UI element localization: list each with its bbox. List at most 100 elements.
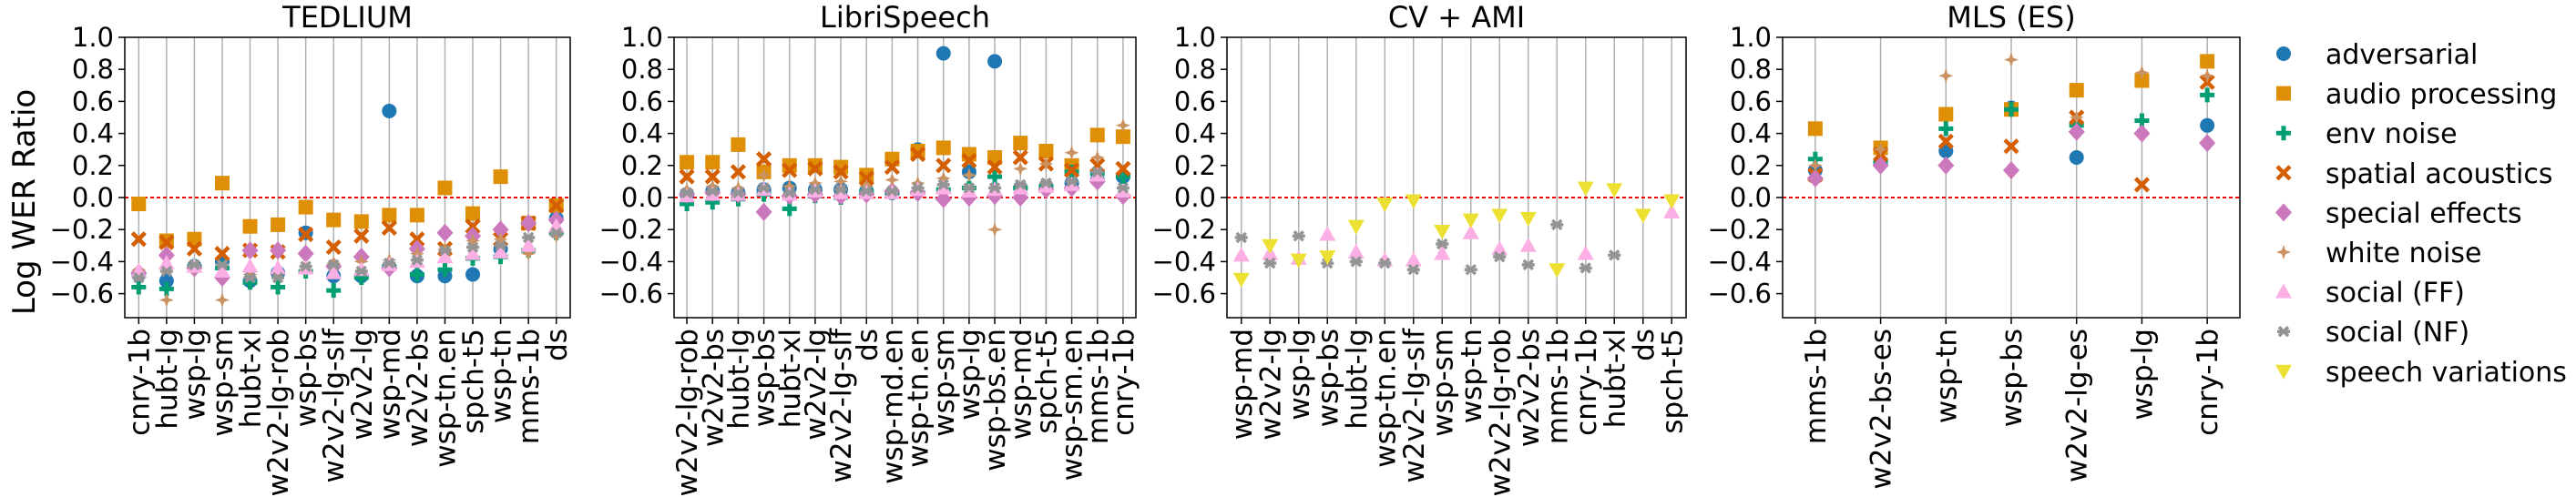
point-white-noise [214,292,230,308]
point-white-noise [521,246,537,261]
point-env-noise [437,262,453,278]
panel-librispeech: LibriSpeech −0.6−0.4−0.20.00.20.40.60.81.… [599,0,1140,497]
point-speech-variations [1462,213,1479,228]
point-spatial-acoustics [2133,177,2151,193]
point-white-noise [833,174,849,189]
point-social-nf [215,259,229,271]
y-tick-label: −0.2 [1152,214,1216,245]
point-social-ff [1232,247,1250,262]
point-social-ff [1347,243,1365,259]
point-spatial-acoustics [807,160,823,177]
point-social-nf [1406,263,1420,276]
point-special-effects [1937,156,1955,175]
point-special-effects [2199,134,2216,153]
point-social-nf [438,244,452,257]
y-tick-label: −0.6 [1708,279,1772,309]
point-env-noise [271,279,286,295]
x-tick-label: wsp-lg [179,329,211,421]
point-white-noise [158,292,174,308]
point-social-ff [158,255,175,270]
point-env-noise [409,267,424,282]
x-tick-label: w2v2-lg-slf [318,328,351,483]
x-tick-label: ds [541,329,574,361]
point-env-noise [2200,87,2215,103]
series-spatial-acoustics [679,146,1131,187]
point-spatial-acoustics [755,151,772,167]
point-special-effects [935,189,952,208]
point-audio-processing [1807,121,1823,137]
x-tick-label: wsp-bs.en [979,329,1012,472]
point-social-nf [354,265,368,278]
point-white-noise [2134,65,2150,80]
point-social-ff [1519,237,1537,252]
point-speech-variations [1663,194,1681,209]
point-audio-processing [935,140,951,156]
point-special-effects [436,223,454,242]
series-special-effects [1806,122,2216,188]
y-tick-label: 1.0 [1174,22,1216,53]
series-social-nf [680,166,1130,198]
point-speech-variations [1519,211,1537,227]
y-tick-label: 0.0 [621,182,663,213]
point-audio-processing [353,214,369,229]
y-tick-label: 0.4 [621,118,663,149]
point-social-nf [757,182,771,194]
point-social-nf [1608,249,1621,261]
point-social-ff [1038,178,1055,193]
point-spatial-acoustics [465,218,481,235]
y-tick-label: 0.4 [1174,118,1216,149]
x-tick-label: wsp-md [1005,329,1038,440]
x-tick-label: wsp-md [373,329,406,440]
x-tick-label: wsp-sm [1426,329,1459,437]
point-audio-processing [1013,136,1028,151]
point-speech-variations [1434,224,1451,239]
point-audio-processing [409,208,424,223]
legend-marker-audio-processing [2276,86,2291,101]
legend-marker-special-effects [2275,203,2292,222]
legend-marker-social-nf [2277,325,2290,338]
point-social-ff [492,243,509,259]
point-special-effects [2068,122,2085,141]
point-social-nf [988,182,1002,194]
point-special-effects [297,244,314,263]
point-social-nf [1263,257,1277,269]
point-social-ff [325,264,342,279]
x-tick-label: hubt-xl [1599,329,1631,428]
point-audio-processing [242,218,258,234]
point-audio-processing [1038,143,1054,158]
panel-mls-es: MLS (ES) −0.6−0.4−0.20.00.20.40.60.81.0 mm… [1708,0,2241,490]
point-social-nf [1116,182,1130,194]
point-social-ff [213,262,230,278]
point-spatial-acoustics [704,168,721,185]
legend-label: audio processing [2326,79,2557,111]
x-tick-label: mms-1b [1800,329,1833,444]
point-spatial-acoustics [1063,162,1080,178]
y-tick-label: −0.6 [50,279,114,309]
point-adversarial [158,273,174,289]
x-tick-label: cnry-1b [2192,329,2224,436]
point-audio-processing [131,197,147,212]
point-social-nf [1234,231,1248,244]
x-tick-label: mms-1b [1541,329,1574,444]
point-social-nf [159,265,173,278]
point-spatial-acoustics [935,157,952,174]
point-adversarial [2069,150,2084,165]
y-tick-label: 0.4 [72,118,114,149]
x-tick-label: hubt-xl [235,329,268,428]
point-spatial-acoustics [548,198,565,214]
y-tick-label: −0.4 [599,246,663,277]
x-tick-label: wsp-tn.en [1369,329,1402,468]
point-spatial-acoustics [2003,138,2019,155]
point-spatial-acoustics [961,152,977,169]
point-special-effects [520,214,537,233]
y-axis-label: Log WER Ratio [6,89,43,315]
point-env-noise [2004,102,2019,117]
point-audio-processing [2069,83,2084,98]
point-audio-processing [1115,129,1130,145]
legend: adversarial audio processing env noise spat… [2275,39,2567,389]
x-tick-label: wsp-sm [928,329,961,437]
point-env-noise [1115,169,1130,185]
x-tick-label: w2v2-lg-slf [1398,328,1431,483]
chart-title: LibriSpeech [820,0,990,35]
point-social-ff [1319,226,1336,241]
